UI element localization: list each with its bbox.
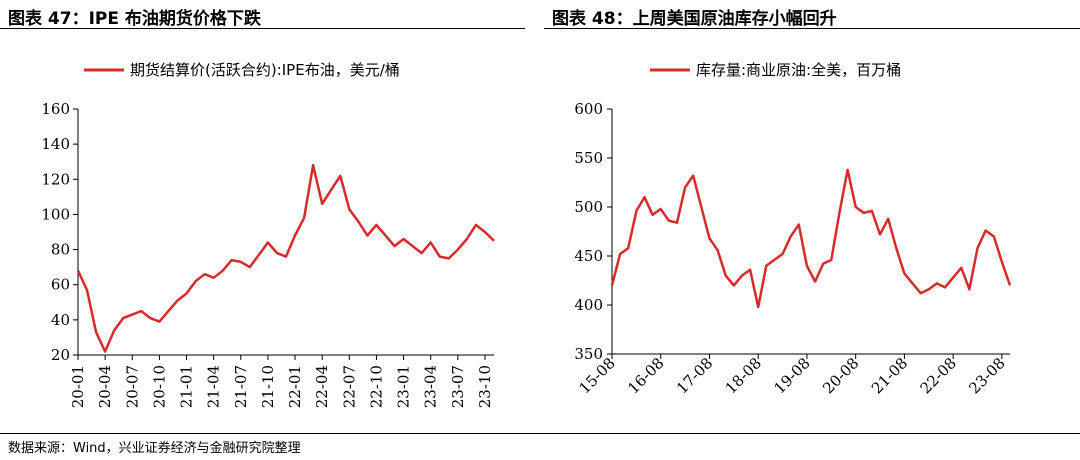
x-tick-label: 21-10: [259, 365, 277, 408]
y-tick-label: 500: [574, 198, 603, 216]
x-tick-label: 20-01: [69, 365, 87, 408]
x-tick-label: 22-07: [340, 365, 358, 408]
y-tick-label: 350: [574, 345, 603, 363]
x-tick-label: 22-08: [917, 354, 960, 397]
left-chart-title: 图表 47：IPE 布油期货价格下跌: [8, 9, 261, 29]
x-tick-label: 21-04: [205, 365, 223, 408]
x-tick-label: 21-01: [178, 365, 196, 408]
x-tick-label: 23-10: [476, 365, 494, 408]
right-chart-title: 图表 48：上周美国原油库存小幅回升: [552, 9, 837, 29]
series-line: [76, 163, 495, 353]
x-tick-label: 16-08: [624, 354, 667, 397]
y-tick-label: 450: [574, 247, 603, 265]
series-line: [610, 168, 1012, 309]
x-tick-label: 20-07: [123, 365, 141, 408]
y-tick-label: 120: [41, 170, 70, 188]
x-tick-label: 23-04: [422, 365, 440, 408]
x-tick-label: 23-01: [395, 365, 413, 408]
x-tick-label: 19-08: [770, 354, 813, 397]
y-tick-label: 140: [41, 135, 70, 153]
x-tick-label: 20-08: [819, 354, 862, 397]
charts-canvas: 期货结算价(活跃合约):IPE布油，美元/桶 20 40 60 80 100 120 140 1…: [41, 61, 1012, 408]
y-tick-label: 400: [574, 296, 603, 314]
y-tick-label: 80: [51, 241, 70, 259]
footer-rule: [0, 433, 1080, 434]
left-title-rule: [0, 28, 525, 29]
x-tick-label: 21-08: [868, 354, 911, 397]
y-tick-label: 100: [41, 205, 70, 223]
left-chart: 期货结算价(活跃合约):IPE布油，美元/桶 20 40 60 80 100 120 140 1…: [41, 61, 495, 408]
right-title-rule: [544, 28, 1080, 29]
y-tick-label: 550: [574, 149, 603, 167]
y-tick-label: 20: [51, 346, 70, 364]
legend-label: 期货结算价(活跃合约):IPE布油，美元/桶: [130, 61, 400, 79]
source-note: 数据来源：Wind，兴业证券经济与金融研究院整理: [8, 441, 301, 456]
x-tick-label: 22-01: [286, 365, 304, 408]
x-tick-label: 20-04: [96, 365, 114, 408]
legend-label: 库存量:商业原油:全美，百万桶: [696, 61, 901, 79]
y-tick-label: 600: [574, 100, 603, 118]
y-tick-label: 160: [41, 100, 70, 118]
x-tick-label: 21-07: [232, 365, 250, 408]
y-tick-label: 60: [51, 276, 70, 294]
x-tick-label: 23-08: [965, 354, 1008, 397]
x-tick-label: 23-07: [449, 365, 467, 408]
x-tick-label: 18-08: [722, 354, 765, 397]
x-tick-label: 17-08: [673, 354, 716, 397]
x-tick-label: 20-10: [150, 365, 168, 408]
x-tick-label: 22-04: [313, 365, 331, 408]
y-tick-label: 40: [51, 311, 70, 329]
x-tick-label: 22-10: [367, 365, 385, 408]
